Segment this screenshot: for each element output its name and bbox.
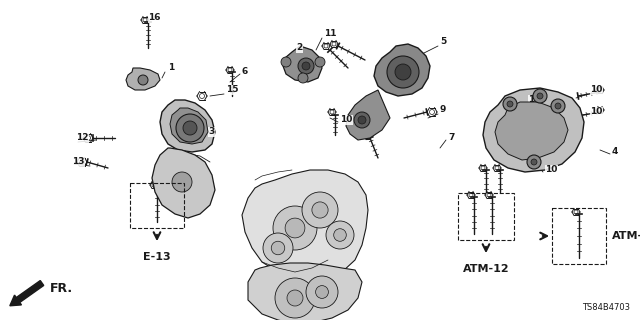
Circle shape: [306, 276, 338, 308]
Circle shape: [271, 241, 285, 255]
Polygon shape: [242, 170, 368, 280]
Text: 9: 9: [440, 106, 446, 115]
Circle shape: [533, 89, 547, 103]
Circle shape: [354, 112, 370, 128]
Polygon shape: [346, 90, 390, 140]
Circle shape: [273, 206, 317, 250]
Polygon shape: [283, 46, 322, 82]
Circle shape: [315, 57, 325, 67]
Circle shape: [287, 290, 303, 306]
Circle shape: [172, 172, 192, 192]
Text: 7: 7: [448, 133, 454, 142]
Text: 10: 10: [340, 116, 353, 124]
Text: E-13: E-13: [143, 252, 171, 262]
Circle shape: [281, 57, 291, 67]
Circle shape: [138, 75, 148, 85]
Bar: [130, 183, 184, 228]
Text: 1: 1: [168, 63, 174, 73]
Circle shape: [531, 159, 537, 165]
Text: 10: 10: [545, 165, 557, 174]
Bar: [458, 193, 514, 240]
Polygon shape: [170, 108, 208, 144]
Circle shape: [555, 103, 561, 109]
Circle shape: [537, 93, 543, 99]
Bar: [552, 208, 606, 264]
Circle shape: [302, 192, 338, 228]
Text: ATM-12: ATM-12: [463, 264, 509, 274]
Circle shape: [316, 285, 328, 298]
Circle shape: [387, 56, 419, 88]
Text: 12: 12: [76, 133, 88, 142]
Text: 14: 14: [528, 95, 541, 105]
Text: 11: 11: [324, 29, 337, 38]
Text: 13: 13: [72, 157, 84, 166]
Text: 4: 4: [612, 148, 618, 156]
Circle shape: [395, 64, 411, 80]
Polygon shape: [495, 102, 568, 160]
Text: ATM-13: ATM-13: [612, 231, 640, 241]
Polygon shape: [483, 88, 584, 172]
Circle shape: [302, 62, 310, 70]
Circle shape: [503, 97, 517, 111]
Polygon shape: [126, 68, 160, 90]
Circle shape: [507, 101, 513, 107]
Circle shape: [285, 218, 305, 238]
Polygon shape: [374, 44, 430, 96]
Circle shape: [326, 221, 354, 249]
Text: 6: 6: [242, 68, 248, 76]
Circle shape: [275, 278, 315, 318]
Circle shape: [312, 202, 328, 218]
Text: TS84B4703: TS84B4703: [582, 303, 630, 312]
Circle shape: [358, 116, 366, 124]
Text: 15: 15: [226, 85, 239, 94]
Text: 5: 5: [440, 37, 446, 46]
Text: 10: 10: [590, 108, 602, 116]
Text: FR.: FR.: [50, 282, 73, 294]
Text: 3: 3: [208, 127, 214, 137]
Text: 8: 8: [498, 122, 504, 131]
Circle shape: [527, 155, 541, 169]
Text: 2: 2: [296, 44, 302, 52]
FancyArrow shape: [10, 281, 44, 306]
Circle shape: [298, 73, 308, 83]
Polygon shape: [160, 100, 215, 152]
Polygon shape: [152, 148, 215, 218]
Circle shape: [298, 58, 314, 74]
Circle shape: [183, 121, 197, 135]
Circle shape: [333, 229, 346, 241]
Text: 16: 16: [148, 13, 161, 22]
Text: 10: 10: [590, 85, 602, 94]
Circle shape: [263, 233, 293, 263]
Polygon shape: [248, 263, 362, 320]
Circle shape: [551, 99, 565, 113]
Circle shape: [176, 114, 204, 142]
